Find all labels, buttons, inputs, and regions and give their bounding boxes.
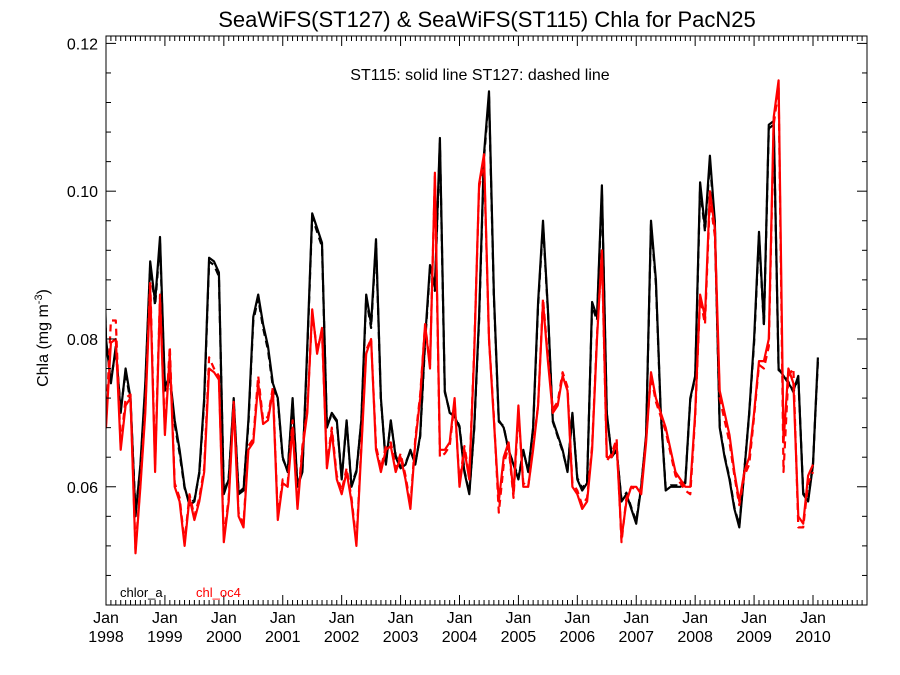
x-tick-label-year: 2003 [383,629,419,646]
x-tick-label-month: Jan [447,610,473,627]
y-tick-label: 0.06 [67,480,98,497]
y-tick-label: 0.10 [67,184,98,201]
plot-frame [105,35,868,606]
legend-chlor-a: chlor_a [120,585,163,600]
x-tick-label-month: Jan [682,610,708,627]
y-axis-label: Chla (mg m-3) [33,289,52,387]
x-tick-label-year: 2008 [677,629,713,646]
x-tick-label-year: 2010 [795,629,831,646]
x-tick-label-month: Jan [211,610,237,627]
x-tick-label-year: 2002 [324,629,360,646]
x-tick-label-year: 2007 [618,629,654,646]
plot-area [106,79,819,555]
line-style-annotation: ST115: solid line ST127: dashed line [350,67,610,84]
y-tick-label: 0.12 [67,36,98,53]
y-tick-label: 0.08 [67,332,98,349]
x-tick-label-month: Jan [623,610,649,627]
y-axis-label-main: Chla (mg m [35,304,52,387]
x-tick-label-month: Jan [270,610,296,627]
x-tick-label-month: Jan [741,610,767,627]
series-group [106,79,819,555]
x-tick-label-month: Jan [329,610,355,627]
x-tick-label-month: Jan [564,610,590,627]
x-tick-label-year: 2000 [206,629,242,646]
y-axis-label-close: ) [35,289,52,294]
x-tick-label-year: 1999 [147,629,183,646]
x-tick-label-month: Jan [800,610,826,627]
chart-title: SeaWiFS(ST127) & SeaWiFS(ST115) Chla for… [218,7,756,32]
x-tick-label-year: 2001 [265,629,301,646]
x-tick-label-year: 2006 [560,629,596,646]
x-tick-label-month: Jan [388,610,414,627]
axes: 0.06 0.08 0.10 0.12 Jan 1998 Jan 1999 Jan 2000 Jan… [67,36,868,646]
series-line-chl-oc4-st127 [106,86,815,551]
legend-chl-oc4: chl_oc4 [196,585,241,600]
series-line-chlor-a-st127 [106,95,819,527]
x-tick-label-year: 2009 [736,629,772,646]
x-tick-label-year: 2005 [501,629,537,646]
x-tick-label-month: Jan [506,610,532,627]
x-tick-label-month: Jan [93,610,119,627]
y-axis-label-superscript: -3 [33,294,45,304]
series-line-chlor-a-st115 [106,90,819,529]
x-tick-label-year: 2004 [442,629,478,646]
x-tick-label-year: 1998 [88,629,124,646]
x-tick-label-month: Jan [152,610,178,627]
